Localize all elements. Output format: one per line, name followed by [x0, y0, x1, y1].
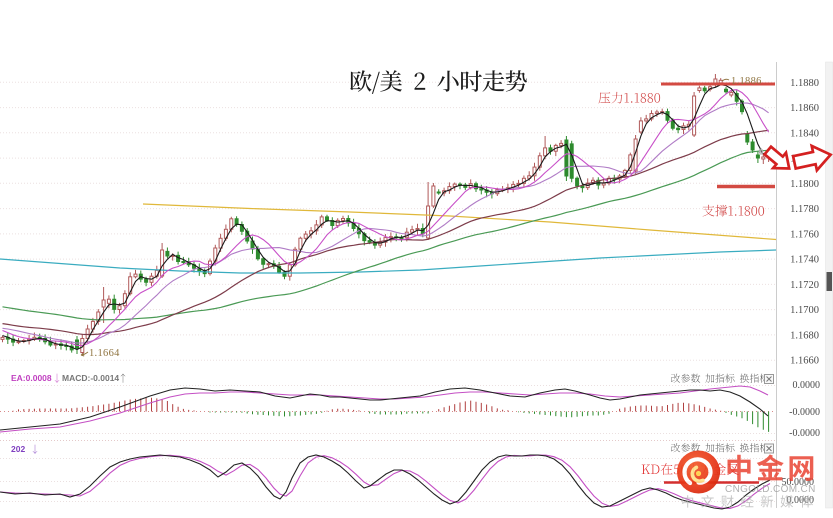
- svg-text:MACD:-0.0014: MACD:-0.0014: [62, 373, 119, 383]
- svg-text:1.1886: 1.1886: [731, 76, 762, 87]
- svg-text:1.1800: 1.1800: [790, 179, 819, 190]
- svg-text:1.1860: 1.1860: [790, 103, 819, 114]
- svg-text:0.0000: 0.0000: [793, 380, 821, 391]
- svg-text:CNGOLD.COM.CN: CNGOLD.COM.CN: [725, 484, 816, 495]
- svg-text:50.0000: 50.0000: [782, 477, 815, 488]
- svg-text:1.1780: 1.1780: [790, 204, 819, 215]
- svg-text:1.1700: 1.1700: [790, 305, 819, 316]
- svg-text:1.1660: 1.1660: [790, 356, 819, 367]
- svg-text:0.0000: 0.0000: [787, 495, 815, 506]
- svg-text:-0.0000: -0.0000: [789, 428, 820, 439]
- svg-text:-0.0000: -0.0000: [789, 407, 820, 418]
- svg-text:1.1880: 1.1880: [790, 78, 819, 89]
- svg-text:1.1664: 1.1664: [89, 348, 120, 359]
- svg-text:202: 202: [11, 444, 25, 454]
- svg-text:1.1720: 1.1720: [790, 280, 819, 291]
- svg-text:EA:0.0008: EA:0.0008: [11, 373, 52, 383]
- svg-text:1.1760: 1.1760: [790, 229, 819, 240]
- svg-text:1.1840: 1.1840: [790, 128, 819, 139]
- svg-text:1.1740: 1.1740: [790, 255, 819, 266]
- svg-text:1.1680: 1.1680: [790, 330, 819, 341]
